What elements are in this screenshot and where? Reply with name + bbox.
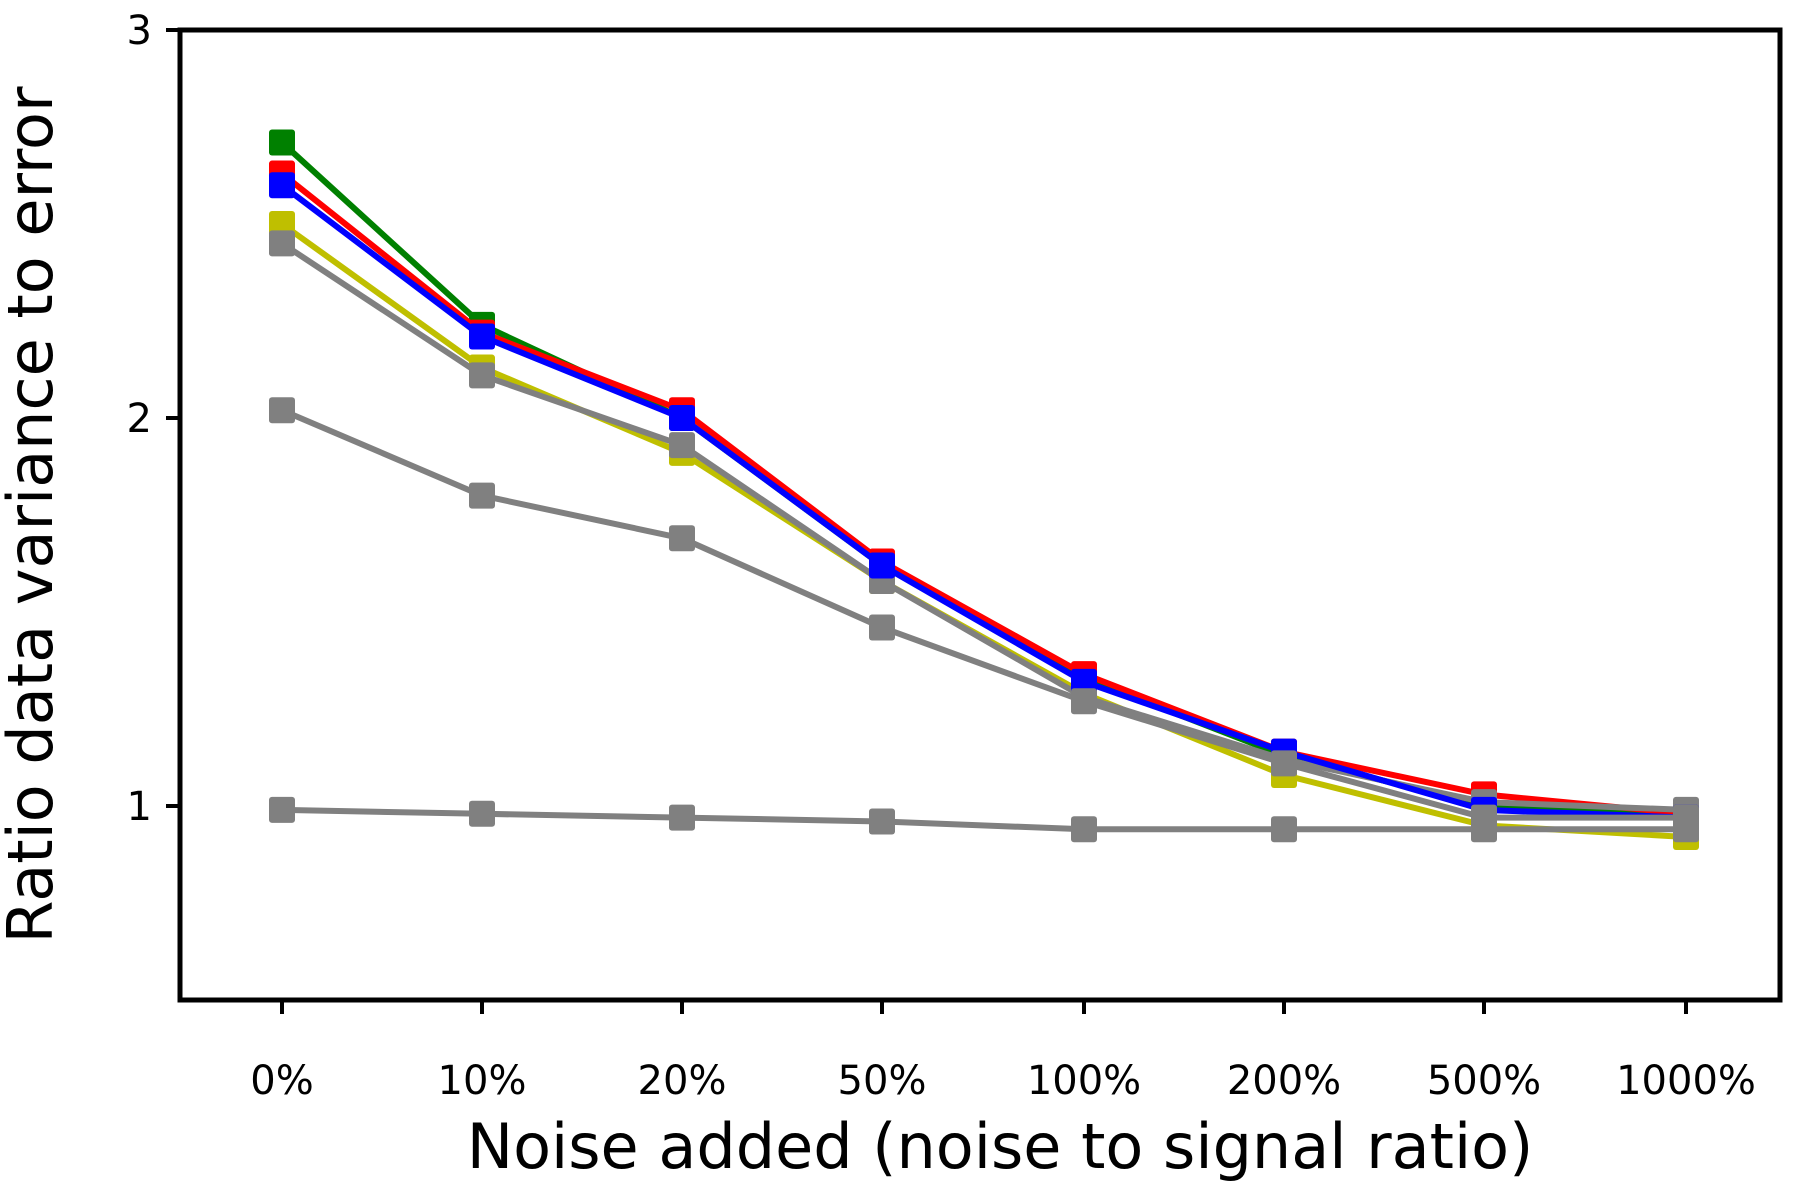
plot-area-frame bbox=[177, 27, 1783, 1003]
y-tick-label: 3 bbox=[127, 8, 152, 54]
series-line bbox=[280, 171, 1687, 817]
data-point bbox=[269, 172, 295, 199]
data-point bbox=[1071, 816, 1097, 843]
y-tick-label: 2 bbox=[127, 396, 152, 442]
data-point bbox=[869, 552, 895, 579]
x-tick-label: 100% bbox=[1027, 1058, 1141, 1104]
series-line bbox=[280, 407, 1686, 821]
data-point bbox=[1271, 750, 1297, 777]
series-line bbox=[280, 240, 1687, 813]
x-tick-label: 20% bbox=[638, 1058, 727, 1104]
x-axis-title: Noise added (noise to signal ratio) bbox=[467, 1110, 1534, 1183]
data-point bbox=[869, 808, 895, 835]
data-point bbox=[269, 397, 295, 424]
data-point bbox=[669, 525, 695, 552]
series-layer bbox=[269, 129, 1699, 851]
x-tick-label: 0% bbox=[250, 1058, 313, 1104]
data-point bbox=[269, 230, 295, 257]
data-point bbox=[469, 323, 495, 350]
y-tick-label: 1 bbox=[127, 784, 152, 830]
data-point bbox=[1471, 816, 1497, 843]
y-axis-title: Ratio data variance to error bbox=[0, 86, 67, 943]
data-point bbox=[1071, 688, 1097, 715]
x-tick-label: 50% bbox=[838, 1058, 927, 1104]
x-tick-label: 1000% bbox=[1616, 1058, 1756, 1104]
data-point bbox=[869, 614, 895, 641]
data-point bbox=[469, 800, 495, 827]
series-line bbox=[281, 806, 1686, 833]
series-6 bbox=[269, 796, 1699, 843]
series-line bbox=[280, 182, 1687, 821]
data-point bbox=[669, 432, 695, 459]
data-point bbox=[1271, 816, 1297, 843]
axis-layer: 0% 10% 20% 50% 100% 200% 500% 1000% 1 2 3 bbox=[127, 8, 1756, 1104]
data-point bbox=[1673, 816, 1699, 843]
data-point bbox=[269, 129, 295, 156]
data-point bbox=[669, 405, 695, 431]
x-tick-label: 10% bbox=[438, 1058, 527, 1104]
data-point bbox=[669, 804, 695, 831]
x-tick-label: 200% bbox=[1227, 1058, 1341, 1104]
data-point bbox=[469, 482, 495, 509]
data-point bbox=[469, 362, 495, 389]
x-tick-label: 500% bbox=[1427, 1058, 1541, 1104]
data-point bbox=[269, 796, 295, 823]
